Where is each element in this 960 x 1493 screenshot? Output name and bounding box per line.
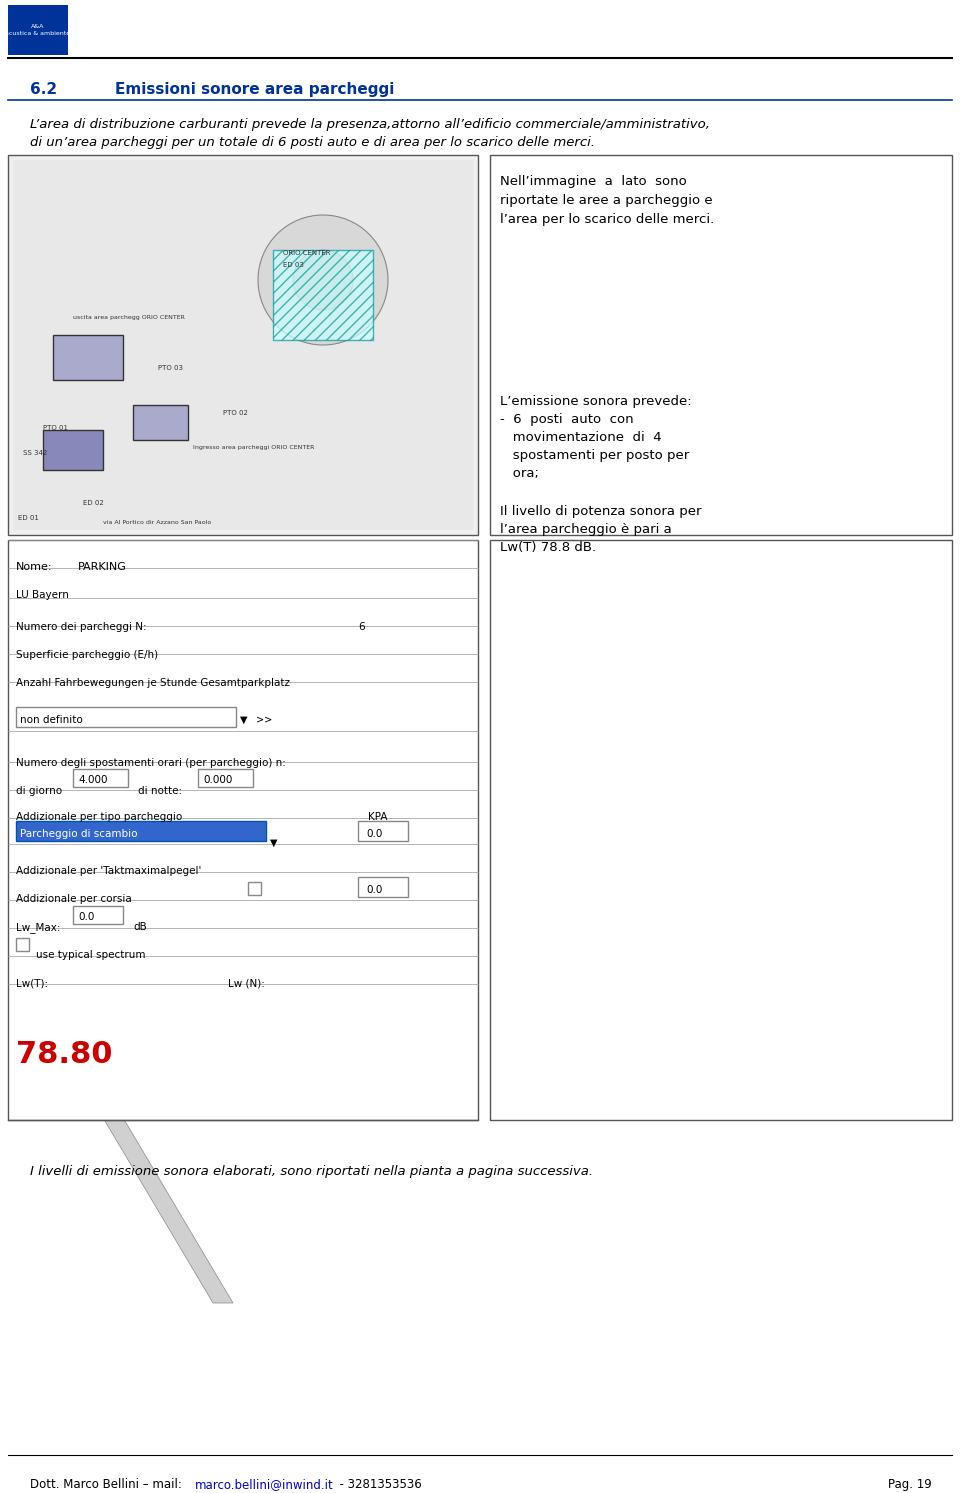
Text: dB: dB [133, 923, 147, 932]
Bar [43, 430, 103, 470]
Text: KPA: KPA [368, 812, 388, 823]
Bar [8, 540, 478, 1120]
Text: Nome:: Nome: [16, 561, 53, 572]
Text: Superficie parcheggio (E/h): Superficie parcheggio (E/h) [16, 649, 158, 660]
Bar [358, 821, 408, 841]
Text: 0.000: 0.000 [203, 775, 232, 785]
Text: SS 342: SS 342 [23, 449, 47, 455]
Bar [16, 938, 29, 951]
Text: Nell’immagine  a  lato  sono
riportate le aree a parcheggio e
l’area per lo scar: Nell’immagine a lato sono riportate le a… [500, 175, 714, 225]
Text: Parcheggio di scambio: Parcheggio di scambio [20, 829, 137, 839]
Bar [248, 882, 261, 894]
Bar [133, 405, 188, 440]
Text: Numero degli spostamenti orari (per parcheggio) n:: Numero degli spostamenti orari (per parc… [16, 758, 286, 767]
Text: Pag. 19: Pag. 19 [888, 1478, 932, 1492]
Text: 0.0: 0.0 [366, 885, 382, 894]
Bar [16, 708, 236, 727]
Text: LU Bayern: LU Bayern [16, 590, 69, 600]
Text: A&A
acustica & ambiente: A&A acustica & ambiente [6, 24, 71, 36]
Text: ▼: ▼ [270, 838, 277, 848]
Bar [358, 876, 408, 897]
Text: PTO 03: PTO 03 [158, 364, 183, 370]
Circle shape [258, 215, 388, 345]
Text: - 3281353536: - 3281353536 [332, 1478, 421, 1492]
Text: Lw (N):: Lw (N): [228, 978, 265, 988]
Text: Ingresso area parcheggi ORIO CENTER: Ingresso area parcheggi ORIO CENTER [193, 445, 314, 449]
Text: -  6  posti  auto  con: - 6 posti auto con [500, 414, 634, 426]
Text: ED 01: ED 01 [18, 515, 38, 521]
Bar [53, 334, 123, 381]
Text: Dott. Marco Bellini – mail:: Dott. Marco Bellini – mail: [30, 1478, 185, 1492]
Text: PTO 02: PTO 02 [223, 411, 248, 417]
Text: Lw_Max:: Lw_Max: [16, 923, 60, 933]
Bar [490, 540, 952, 1120]
Text: >>: >> [256, 715, 273, 726]
Text: 78.80: 78.80 [16, 1041, 112, 1069]
Text: PTO 01: PTO 01 [43, 426, 68, 431]
Text: Numero dei parcheggi N:: Numero dei parcheggi N: [16, 623, 147, 632]
Text: marco.bellini@inwind.it: marco.bellini@inwind.it [195, 1478, 334, 1492]
Bar [198, 769, 253, 787]
Text: L’area di distribuzione carburanti prevede la presenza,attorno all’edificio comm: L’area di distribuzione carburanti preve… [30, 118, 710, 131]
Text: Lw(T) 78.8 dB.: Lw(T) 78.8 dB. [500, 540, 596, 554]
Text: di notte:: di notte: [138, 785, 182, 796]
Text: Lw(T):: Lw(T): [16, 978, 48, 988]
Text: 4.000: 4.000 [78, 775, 108, 785]
Bar [490, 155, 952, 534]
Text: PARKING: PARKING [78, 561, 127, 572]
Text: ora;: ora; [500, 467, 539, 481]
Text: Anzahl Fahrbewegungen je Stunde Gesamtparkplatz: Anzahl Fahrbewegungen je Stunde Gesamtpa… [16, 678, 290, 688]
Text: ED 02: ED 02 [83, 500, 104, 506]
Text: uscita area parchegg ORIO CENTER: uscita area parchegg ORIO CENTER [73, 315, 185, 320]
Bar [73, 906, 123, 924]
Text: di un’area parcheggi per un totale di 6 posti auto e di area per lo scarico dell: di un’area parcheggi per un totale di 6 … [30, 136, 595, 149]
Text: non definito: non definito [20, 715, 83, 726]
Text: Emissioni sonore area parcheggi: Emissioni sonore area parcheggi [115, 82, 395, 97]
Bar [8, 4, 68, 55]
Polygon shape [23, 982, 233, 1303]
Text: di giorno: di giorno [16, 785, 62, 796]
Bar [8, 155, 478, 534]
Bar [73, 769, 128, 787]
Text: spostamenti per posto per: spostamenti per posto per [500, 449, 689, 461]
Text: Addizionale per tipo parcheggio: Addizionale per tipo parcheggio [16, 812, 182, 823]
Text: ▼: ▼ [240, 715, 248, 726]
Text: 6: 6 [358, 623, 365, 632]
Bar [13, 160, 473, 530]
Text: use typical spectrum: use typical spectrum [36, 950, 146, 960]
Text: 0.0: 0.0 [366, 829, 382, 839]
Text: Il livello di potenza sonora per: Il livello di potenza sonora per [500, 505, 702, 518]
Text: Addizionale per 'Taktmaximalpegel': Addizionale per 'Taktmaximalpegel' [16, 866, 202, 876]
Text: ED 03: ED 03 [283, 261, 304, 269]
Text: I livelli di emissione sonora elaborati, sono riportati nella pianta a pagina su: I livelli di emissione sonora elaborati,… [30, 1165, 593, 1178]
Text: movimentazione  di  4: movimentazione di 4 [500, 431, 661, 443]
Text: Addizionale per corsia: Addizionale per corsia [16, 894, 132, 903]
Bar [16, 821, 266, 841]
Text: L’emissione sonora prevede:: L’emissione sonora prevede: [500, 396, 691, 408]
Text: ORIO CENTER: ORIO CENTER [283, 249, 330, 255]
Text: via Al Portico dir Azzano San Paolo: via Al Portico dir Azzano San Paolo [103, 520, 211, 526]
Text: l’area parcheggio è pari a: l’area parcheggio è pari a [500, 523, 672, 536]
Bar [273, 249, 373, 340]
Text: 6.2: 6.2 [30, 82, 58, 97]
Text: 0.0: 0.0 [78, 912, 94, 923]
Circle shape [293, 249, 353, 311]
